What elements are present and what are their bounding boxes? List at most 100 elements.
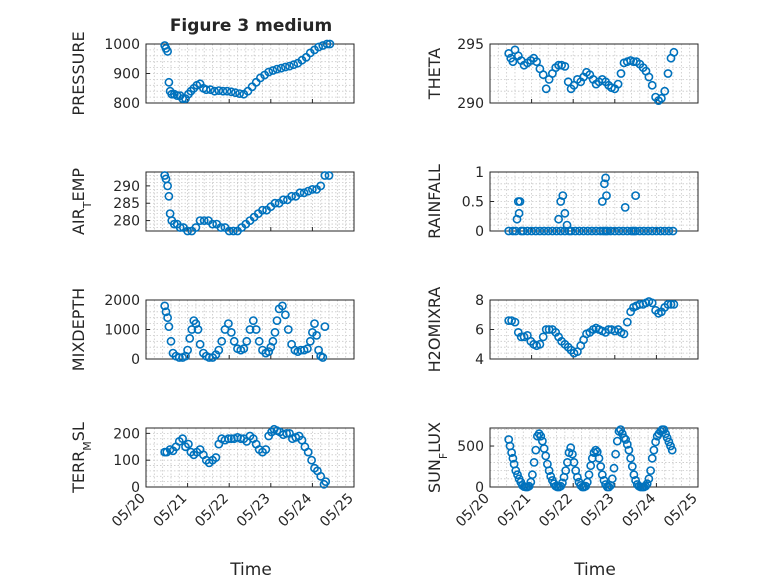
data-point [235, 89, 244, 98]
data-point [303, 186, 313, 196]
y-tick-label: 100 [113, 453, 140, 469]
y-tick-label: 1 [475, 165, 484, 181]
data-point [216, 223, 226, 232]
data-point [314, 42, 323, 52]
data-point [270, 198, 280, 208]
data-point [647, 453, 657, 463]
data-point [318, 353, 328, 362]
data-point [160, 301, 170, 311]
data-point [532, 57, 541, 67]
data-point [635, 226, 645, 236]
data-point [584, 470, 594, 480]
y-tick-label: 285 [113, 196, 140, 212]
data-point [535, 339, 545, 349]
data-point [222, 86, 232, 96]
y-axis-label: H2OMIXRA [425, 287, 444, 373]
data-point [508, 57, 518, 67]
data-point [621, 435, 630, 444]
data-point [258, 205, 267, 215]
data-point [631, 226, 640, 236]
y-tick-label: 0 [475, 480, 484, 496]
y-tick-label: 295 [457, 37, 484, 53]
data-point [289, 60, 299, 70]
data-point [195, 339, 205, 349]
data-point [647, 226, 657, 236]
data-point [280, 62, 290, 72]
data-point [211, 453, 221, 462]
data-point [610, 226, 620, 236]
data-point [620, 202, 630, 212]
data-point [161, 307, 171, 317]
data-point [660, 86, 670, 96]
data-point [510, 317, 520, 327]
data-point [529, 457, 539, 467]
data-point [531, 226, 541, 236]
subplot-7: 0 100 200 05/20 05/21 05/22 05/23 05/24 05/25 TER… [69, 422, 357, 530]
data-point [616, 425, 625, 434]
data-point [543, 226, 553, 236]
series-markers [504, 425, 677, 492]
y-tick-label: 0 [131, 480, 140, 496]
data-point [662, 433, 672, 443]
data-point [556, 226, 566, 236]
data-point [600, 179, 609, 189]
data-point [597, 470, 607, 480]
data-point [283, 325, 293, 334]
data-point [569, 457, 579, 467]
subplot-2: 290 295 THETA [425, 37, 699, 112]
y-tick-label: 1000 [104, 323, 140, 339]
data-point [511, 466, 521, 475]
data-point [322, 39, 332, 49]
data-point [223, 434, 233, 444]
data-point [214, 86, 224, 95]
data-point [664, 226, 674, 236]
data-point [566, 226, 576, 236]
data-point [531, 445, 541, 455]
x-tick-label: 05/24 [275, 490, 315, 530]
data-point [597, 197, 607, 206]
data-point [164, 322, 174, 331]
data-point [508, 453, 518, 463]
y-tick-label: 800 [113, 96, 140, 112]
data-point [669, 47, 679, 57]
data-point [659, 425, 669, 434]
y-tick-label: 290 [113, 179, 140, 195]
data-point [276, 63, 286, 73]
data-point [642, 479, 652, 489]
data-point [185, 333, 195, 343]
data-point [647, 298, 657, 308]
data-point [661, 429, 670, 439]
data-point [268, 336, 278, 346]
data-point [193, 325, 203, 334]
data-point [622, 226, 632, 236]
data-point [561, 466, 571, 475]
data-point [622, 439, 632, 449]
data-point [579, 226, 588, 236]
plot-area [145, 299, 355, 360]
x-tick-label: 05/20 [109, 491, 149, 531]
data-point [594, 453, 604, 463]
y-tick-label: 200 [113, 426, 140, 442]
data-point [657, 93, 666, 103]
figure-title: Figure 3 medium [170, 16, 332, 36]
y-tick-label: 2000 [104, 293, 140, 309]
subplot-8: 0 500 05/20 05/21 05/22 05/23 05/24 05/25 SUNFLU… [425, 422, 701, 530]
grid-lines [145, 427, 355, 488]
y-tick-label: 0 [131, 352, 140, 368]
data-point [604, 482, 614, 492]
x-tick-label: 05/25 [317, 491, 357, 531]
data-point [575, 226, 584, 236]
subplot-5: 0 1000 2000 MIXDEPTH [69, 288, 355, 371]
data-point [601, 173, 610, 183]
data-point [206, 85, 215, 95]
data-point [613, 79, 623, 89]
data-point [513, 470, 522, 480]
axes-box [489, 43, 699, 104]
y-tick-label: 0 [475, 224, 484, 240]
data-point [558, 191, 568, 200]
series-markers [160, 301, 330, 362]
data-point [612, 436, 622, 446]
x-tick-label: 05/23 [578, 491, 618, 531]
